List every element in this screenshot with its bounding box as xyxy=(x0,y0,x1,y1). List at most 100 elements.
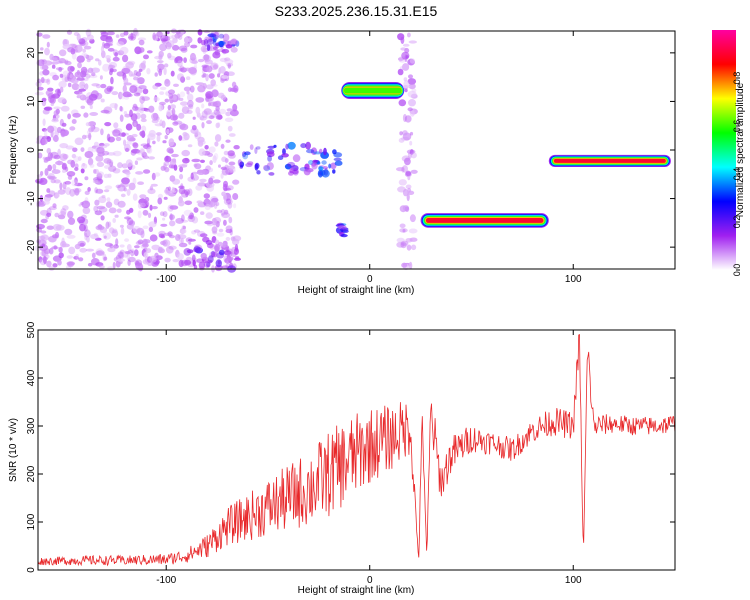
heatmap-cell xyxy=(86,34,94,41)
heatmap-cell xyxy=(120,182,129,188)
heatmap-cell xyxy=(135,171,144,175)
heatmap-cell xyxy=(217,73,221,78)
heatmap-cell xyxy=(142,225,149,230)
heatmap-cell xyxy=(48,247,54,255)
heatmap-cell xyxy=(185,191,189,198)
heatmap-cell xyxy=(144,108,151,112)
heatmap-cell xyxy=(191,254,196,262)
heatmap-cell xyxy=(227,125,233,132)
heatmap-cell xyxy=(399,223,406,229)
heatmap-cell xyxy=(107,247,116,253)
heatmap-cell xyxy=(116,252,125,260)
heatmap-cell xyxy=(74,137,84,146)
heatmap-cell xyxy=(103,189,110,193)
heatmap-cell xyxy=(41,243,45,248)
heatmap-cell xyxy=(81,134,87,140)
heatmap-cell xyxy=(121,177,130,185)
heatmap-cell xyxy=(340,234,348,238)
heatmap-cell xyxy=(179,239,183,244)
heatmap-cell xyxy=(231,238,240,246)
heatmap-cell xyxy=(100,45,104,54)
heatmap-cell xyxy=(332,169,336,174)
heatmap-cell xyxy=(66,171,76,177)
heatmap-cell xyxy=(67,82,72,88)
heatmap-cell xyxy=(124,238,130,242)
heatmap-cell xyxy=(168,93,174,99)
snr-x-ticks: -100 0 100 xyxy=(156,330,582,586)
heatmap-cell xyxy=(102,232,112,240)
heatmap-cell xyxy=(146,68,151,75)
heatmap-cell xyxy=(159,101,166,106)
heatmap-cell xyxy=(142,88,149,95)
heatmap-cell xyxy=(104,122,112,127)
heatmap-cell xyxy=(105,201,113,208)
heatmap-cell xyxy=(138,47,145,53)
heatmap-cell xyxy=(85,28,92,37)
heatmap-cell xyxy=(134,160,138,165)
heatmap-cell xyxy=(87,153,91,158)
heatmap-cell xyxy=(229,228,233,236)
heatmap-cell xyxy=(175,217,184,224)
heatmap-cell xyxy=(138,39,145,46)
heatmap-cell xyxy=(149,204,153,211)
heatmap-cell xyxy=(111,230,119,237)
heatmap-cell xyxy=(133,70,138,75)
heatmap-cell xyxy=(318,148,323,154)
heatmap-cell xyxy=(212,179,221,184)
heatmap-cell xyxy=(403,77,408,82)
heatmap-cell xyxy=(194,163,202,170)
heatmap-cell xyxy=(74,90,83,95)
heatmap-cell xyxy=(212,35,217,43)
heatmap-cell xyxy=(95,248,104,257)
heatmap-cell xyxy=(187,93,194,102)
heatmap-cell xyxy=(405,184,412,190)
heatmap-cell xyxy=(147,261,153,266)
heatmap-cell xyxy=(208,167,214,173)
heatmap-cell xyxy=(164,257,171,263)
heatmap-cell xyxy=(52,163,57,171)
heatmap-cell xyxy=(46,41,50,48)
heatmap-cell xyxy=(129,109,133,118)
heatmap-cell xyxy=(86,130,91,134)
heatmap-cell xyxy=(229,39,238,45)
heatmap-feature-band-88-to-148 xyxy=(548,154,671,167)
heatmap-cell xyxy=(79,247,87,253)
heatmap-cell xyxy=(67,113,71,120)
heatmap-cell xyxy=(398,99,407,107)
heatmap-cell xyxy=(132,193,138,201)
heatmap-cell xyxy=(204,59,213,65)
heatmap-cell xyxy=(113,244,119,249)
heatmap-cell xyxy=(151,119,159,124)
heatmap-cell xyxy=(52,136,58,141)
heatmap-cell xyxy=(187,238,196,242)
heatmap-cell xyxy=(83,53,88,58)
heatmap-cell xyxy=(103,256,108,261)
heatmap-cell xyxy=(52,223,62,231)
heatmap-cell xyxy=(233,145,240,150)
heatmap-cell xyxy=(410,169,418,174)
colorbar-label: Normalized spectral amplitude xyxy=(735,82,746,217)
heatmap-cell xyxy=(71,179,79,187)
heatmap-cell xyxy=(49,96,56,104)
heatmap-cell xyxy=(178,112,185,119)
heatmap-cell xyxy=(223,180,228,188)
heatmap-cell xyxy=(204,145,209,150)
heatmap-cell xyxy=(203,108,212,115)
heatmap-cell xyxy=(84,232,88,241)
heatmap-cell xyxy=(167,52,172,59)
heatmap-cell xyxy=(122,54,129,63)
heatmap-cell xyxy=(202,47,209,53)
heatmap-cell xyxy=(74,182,83,187)
heatmap-band-band-88-to-148-level-5 xyxy=(553,158,666,163)
heatmap-cell xyxy=(222,33,230,42)
heatmap-cell xyxy=(165,246,174,254)
heatmap-cell xyxy=(92,179,99,184)
heatmap-cell xyxy=(134,249,139,257)
heatmap-cell xyxy=(237,159,242,167)
heatmap-cell xyxy=(72,147,78,153)
heatmap-cell xyxy=(46,188,51,193)
heatmap-cell xyxy=(156,132,162,136)
heatmap-cell xyxy=(55,67,64,71)
heatmap-cell xyxy=(144,197,150,202)
heatmap-cell xyxy=(106,152,116,156)
